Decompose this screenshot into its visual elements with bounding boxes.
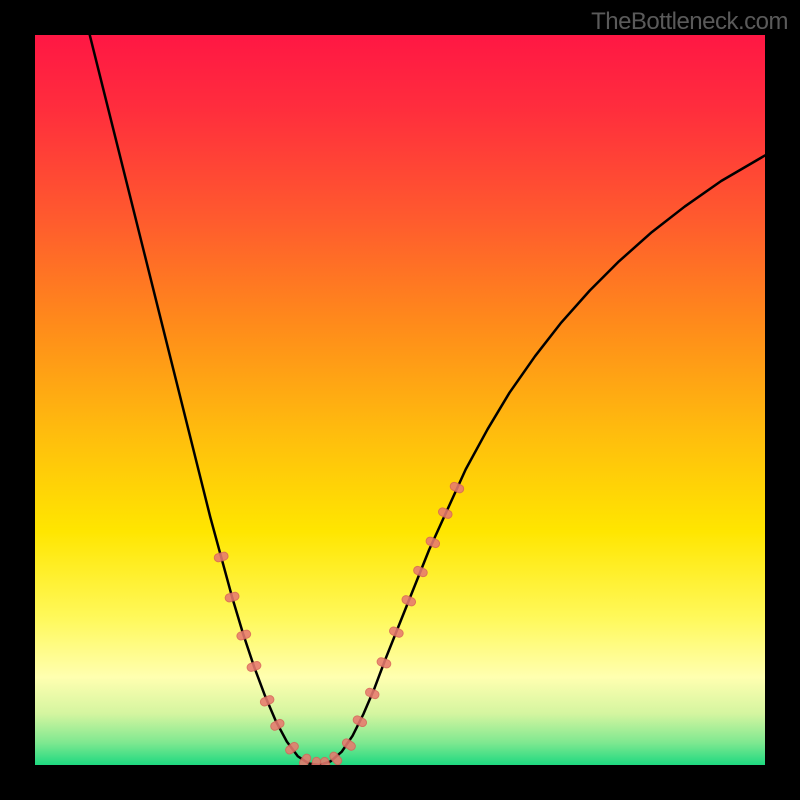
bottleneck-curve: [90, 35, 765, 765]
curve-marker: [269, 718, 285, 732]
curve-marker: [401, 594, 417, 607]
curve-marker: [259, 694, 275, 707]
curve-marker: [311, 757, 321, 765]
curve-marker: [213, 551, 229, 562]
curve-marker: [449, 481, 465, 494]
curve-marker: [352, 714, 368, 727]
curve-marker: [364, 687, 380, 700]
curve-marker: [437, 507, 453, 520]
watermark-text: TheBottleneck.com: [591, 8, 788, 36]
curve-marker: [388, 626, 404, 639]
chart-curves: [35, 35, 765, 765]
curve-marker: [236, 629, 252, 641]
plot-area: [35, 35, 765, 765]
curve-marker: [425, 536, 441, 549]
curve-markers: [213, 481, 465, 765]
curve-marker: [376, 657, 392, 669]
curve-marker: [246, 660, 262, 672]
curve-marker: [224, 591, 240, 602]
curve-marker: [412, 565, 428, 578]
